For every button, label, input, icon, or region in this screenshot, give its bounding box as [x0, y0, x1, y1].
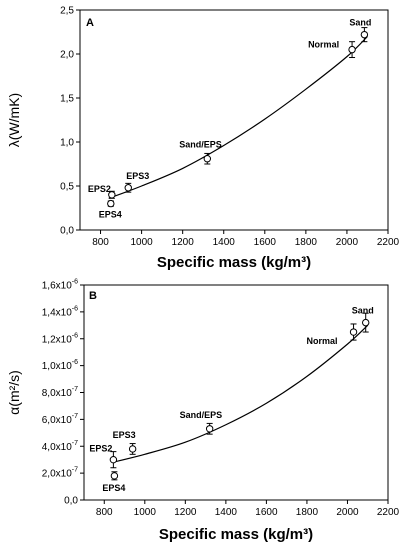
data-marker: [205, 425, 214, 433]
y-tick-label: 1,0x10-6: [42, 359, 78, 372]
x-tick-label: 1200: [174, 507, 197, 518]
plot-frame: [79, 9, 389, 231]
x-tick-label: 1600: [254, 237, 277, 248]
fit-curve: [108, 35, 368, 199]
point-label: EPS4: [102, 483, 125, 493]
data-marker: [107, 199, 115, 208]
y-tick-mantissa: 0,0: [64, 496, 78, 507]
point-label: EPS2: [89, 444, 112, 454]
x-tick-label: 1200: [172, 237, 195, 248]
data-marker: [349, 328, 358, 336]
data-marker: [109, 455, 118, 464]
y-tick-exponent: -6: [72, 279, 78, 286]
y-tick-mantissa: 4,0x10: [42, 442, 72, 453]
x-tick-label: 2200: [377, 507, 400, 518]
x-tick-label: 1000: [130, 237, 153, 248]
x-tick-label: 2000: [336, 507, 359, 518]
y-tick-mantissa: 8,0x10: [42, 388, 72, 399]
y-tick-mantissa: 1,4x10: [42, 307, 72, 318]
point-label: EPS3: [113, 430, 136, 440]
x-tick-label: 1800: [295, 237, 318, 248]
y-tick-label: 0,0: [60, 226, 74, 237]
y-tick-label: 1,0: [60, 138, 74, 149]
y-tick-exponent: -6: [72, 332, 78, 339]
x-axis-label: Specific mass (kg/m³): [157, 254, 311, 271]
y-tick-label: 1,6x10-6: [42, 279, 78, 292]
y-tick-label: 2,0: [60, 50, 74, 61]
x-tick-label: 1800: [296, 507, 319, 518]
x-tick-label: 1400: [213, 237, 236, 248]
x-tick-label: 1400: [215, 507, 238, 518]
y-tick-label: 1,4x10-6: [42, 305, 78, 318]
x-tick-label: 2000: [336, 237, 359, 248]
panel-label: A: [86, 17, 94, 29]
y-tick-mantissa: 2,0x10: [42, 469, 72, 480]
data-marker: [203, 155, 212, 163]
point-label: Normal: [308, 40, 339, 50]
data-marker: [110, 472, 119, 480]
data-point-eps3: EPS3: [113, 430, 137, 455]
y-tick-label: 4,0x10-7: [42, 440, 78, 453]
y-axis-label: λ(W/mK): [6, 93, 22, 147]
y-axis-label: α(m²/s): [6, 370, 22, 415]
y-tick-label: 0,5: [60, 182, 74, 193]
y-tick-label: 0,0: [64, 496, 78, 507]
point-label: EPS2: [88, 184, 111, 194]
y-tick-label: 1,5: [60, 94, 74, 105]
y-tick-label: 2,0x10-7: [42, 467, 78, 480]
panel-label: B: [89, 290, 97, 302]
data-point-normal: Normal: [307, 323, 358, 346]
data-marker: [128, 445, 137, 453]
y-tick-label: 2,5: [60, 6, 74, 17]
data-point-eps2: EPS2: [89, 444, 118, 469]
data-point-eps3: EPS3: [124, 171, 149, 193]
y-tick-label: 1,2x10-6: [42, 332, 78, 345]
data-point-eps4: EPS4: [102, 471, 125, 493]
point-label: Normal: [307, 336, 338, 346]
data-marker: [124, 184, 132, 192]
data-point-sand: Sand: [349, 18, 371, 43]
x-tick-label: 1600: [255, 507, 278, 518]
x-tick-label: 2200: [377, 237, 400, 248]
data-marker: [362, 318, 370, 327]
y-tick-exponent: -6: [72, 305, 78, 312]
data-point-normal: Normal: [308, 40, 356, 59]
point-label: Sand: [352, 306, 374, 316]
y-tick-mantissa: 6,0x10: [42, 415, 72, 426]
y-tick-exponent: -7: [72, 386, 78, 393]
plot-frame: [83, 284, 389, 501]
y-tick-mantissa: 1,0x10: [42, 361, 72, 372]
chart-panel-b: 800 1000 1200 1400 1600 1800 2000 2200 0,0 2,0x10…: [6, 279, 400, 544]
y-tick-exponent: -7: [72, 467, 78, 474]
y-tick-label: 6,0x10-7: [42, 413, 78, 426]
point-label: Sand/EPS: [180, 410, 223, 420]
y-tick-mantissa: 1,2x10: [42, 334, 72, 345]
y-tick-exponent: -7: [72, 413, 78, 420]
x-axis-label: Specific mass (kg/m³): [159, 526, 313, 543]
point-label: Sand: [349, 18, 371, 28]
point-label: Sand/EPS: [179, 140, 222, 150]
data-point-sand-eps: Sand/EPS: [180, 410, 223, 435]
fit-curve: [112, 324, 369, 463]
chart-panel-a: 800 1000 1200 1400 1600 1800 2000 2200 0,0 0,5 1,0…: [6, 6, 400, 272]
y-tick-label: 8,0x10-7: [42, 386, 78, 399]
x-tick-label: 800: [96, 507, 113, 518]
data-point-eps2: EPS2: [88, 184, 116, 199]
data-point-sand: Sand: [352, 306, 374, 333]
x-tick-label: 800: [92, 237, 109, 248]
data-marker: [360, 30, 369, 39]
data-point-sand-eps: Sand/EPS: [179, 140, 222, 165]
x-tick-label: 1000: [134, 507, 157, 518]
point-label: EPS3: [126, 171, 149, 181]
data-point-eps4: EPS4: [99, 199, 122, 220]
y-tick-exponent: -7: [72, 440, 78, 447]
y-tick-exponent: -6: [72, 359, 78, 366]
data-marker: [108, 191, 116, 199]
point-label: EPS4: [99, 210, 122, 220]
data-marker: [348, 45, 356, 54]
y-tick-mantissa: 1,6x10: [42, 281, 72, 292]
